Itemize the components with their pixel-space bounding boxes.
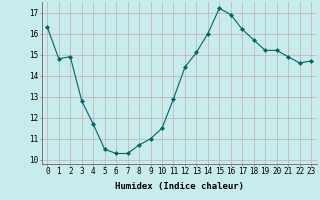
X-axis label: Humidex (Indice chaleur): Humidex (Indice chaleur): [115, 182, 244, 191]
